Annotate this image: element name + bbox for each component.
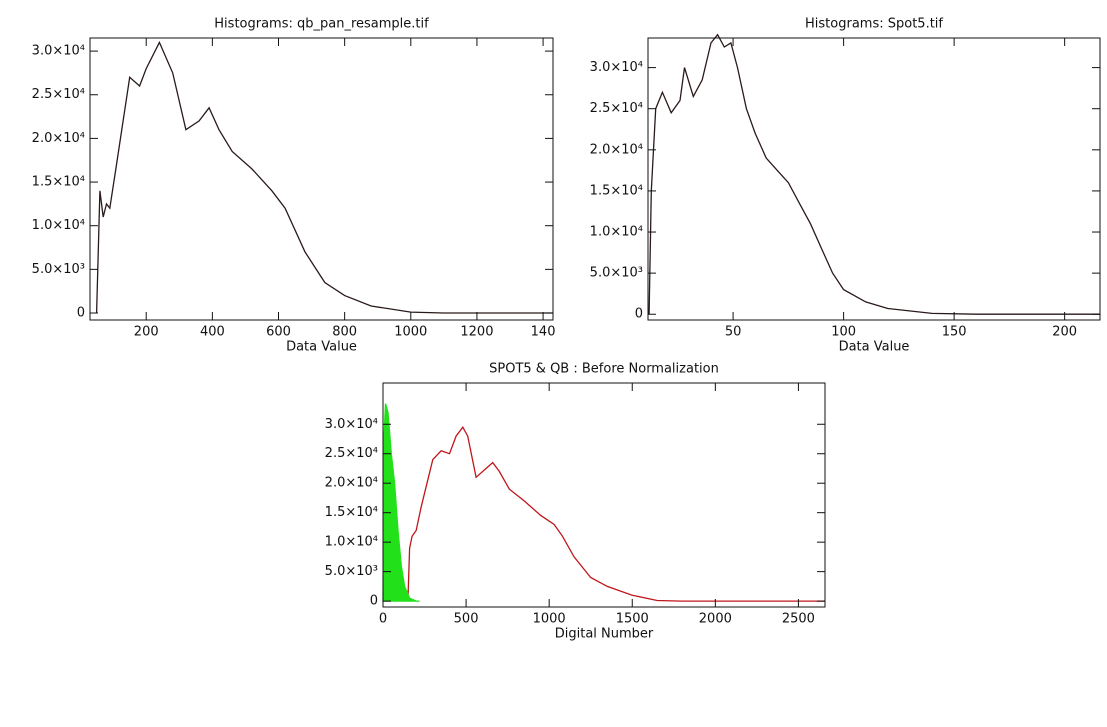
y-tick-label: 1.0×10⁴: [32, 218, 85, 233]
x-tick-label: 140: [531, 325, 556, 340]
y-tick-label: 5.0×10³: [32, 262, 85, 277]
plot-frame: [647, 37, 1101, 321]
plot-frame: [382, 382, 826, 608]
x-axis-label: Data Value: [286, 340, 357, 355]
x-tick-label: 500: [454, 612, 479, 627]
y-tick-label: 2.5×10⁴: [325, 446, 378, 461]
x-tick-label: 200: [1052, 325, 1077, 340]
y-tick-label: 1.5×10⁴: [32, 175, 85, 190]
y-tick-label: 5.0×10³: [325, 564, 378, 579]
plot-frame: [89, 37, 554, 321]
x-tick-label: 1200: [460, 325, 493, 340]
x-tick-label: 150: [942, 325, 967, 340]
y-tick-label: 1.5×10⁴: [590, 183, 643, 198]
series-line: [382, 403, 420, 602]
series-line: [407, 426, 825, 602]
y-tick-label: 3.0×10⁴: [325, 417, 378, 432]
x-tick-label: 400: [200, 325, 225, 340]
series-line: [648, 33, 1100, 315]
y-tick-label: 0: [77, 306, 85, 321]
y-tick-label: 2.0×10⁴: [32, 131, 85, 146]
y-tick-label: 2.0×10⁴: [325, 476, 378, 491]
x-tick-label: 1000: [533, 612, 566, 627]
x-tick-label: 1500: [616, 612, 649, 627]
chart-title: Histograms: qb_pan_resample.tif: [214, 17, 429, 32]
y-tick-label: 5.0×10³: [590, 266, 643, 281]
x-tick-label: 100: [831, 325, 856, 340]
x-axis-label: Digital Number: [555, 627, 654, 642]
x-tick-label: 1000: [394, 325, 427, 340]
x-tick-label: 2500: [782, 612, 815, 627]
y-tick-label: 2.5×10⁴: [32, 87, 85, 102]
x-axis-label: Data Value: [839, 340, 910, 355]
x-tick-label: 0: [379, 612, 387, 627]
y-tick-label: 1.0×10⁴: [590, 225, 643, 240]
x-tick-label: 50: [725, 325, 742, 340]
series-line: [95, 40, 553, 314]
y-tick-label: 0: [635, 307, 643, 322]
y-tick-label: 2.5×10⁴: [590, 101, 643, 116]
x-tick-label: 2000: [699, 612, 732, 627]
y-tick-label: 1.5×10⁴: [325, 505, 378, 520]
y-tick-label: 1.0×10⁴: [325, 535, 378, 550]
y-tick-label: 3.0×10⁴: [590, 60, 643, 75]
y-tick-label: 0: [370, 594, 378, 609]
x-tick-label: 600: [266, 325, 291, 340]
y-tick-label: 3.0×10⁴: [32, 44, 85, 59]
x-tick-label: 800: [332, 325, 357, 340]
x-tick-label: 200: [134, 325, 159, 340]
chart-title: Histograms: Spot5.tif: [805, 17, 943, 32]
chart-title: SPOT5 & QB : Before Normalization: [489, 362, 719, 377]
y-tick-label: 2.0×10⁴: [590, 142, 643, 157]
